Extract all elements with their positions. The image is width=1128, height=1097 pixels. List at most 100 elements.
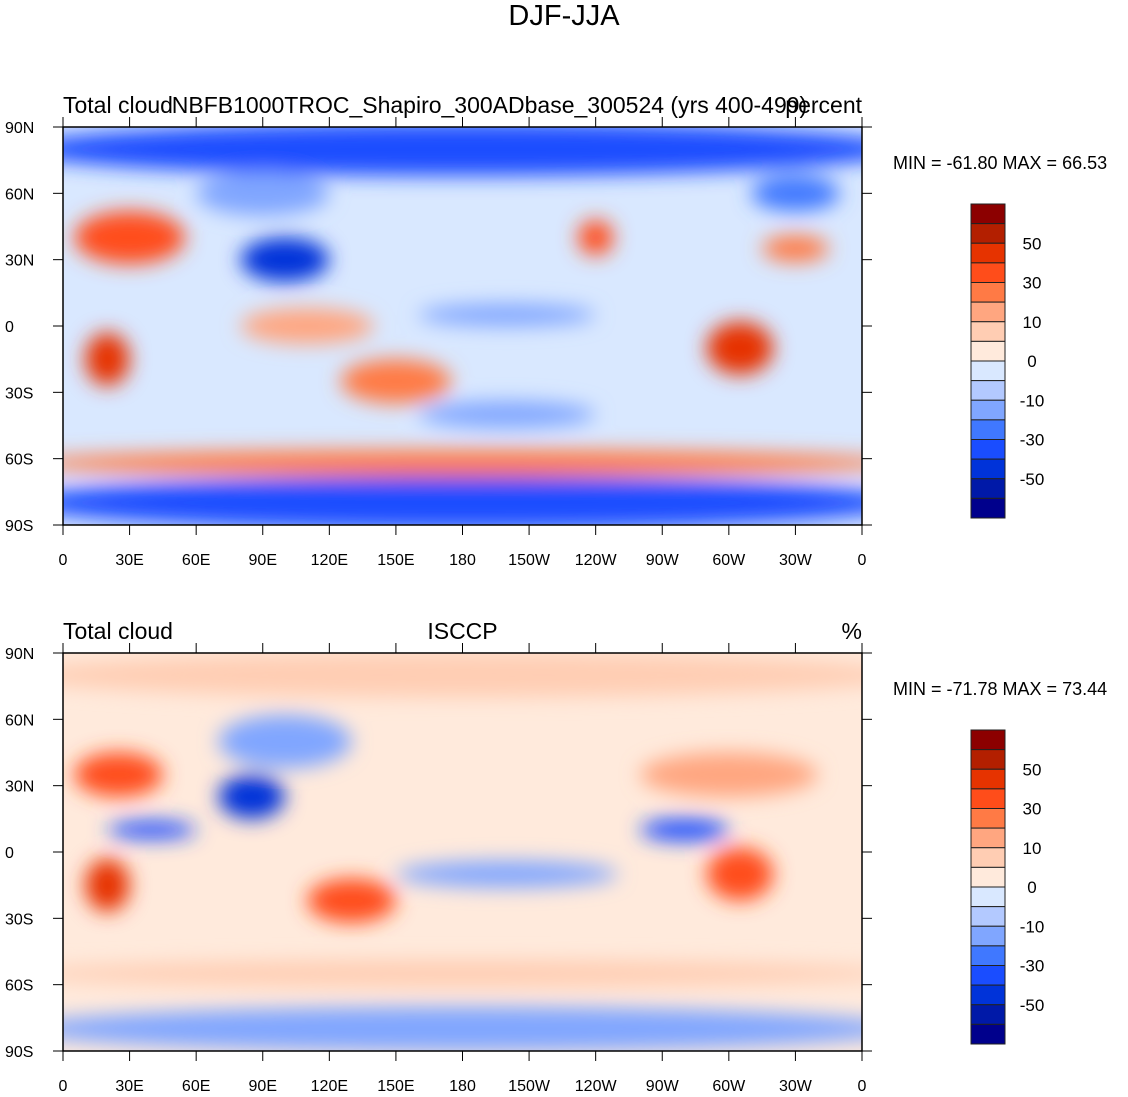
x-tick-label: 30W xyxy=(779,552,813,569)
colorbar-label: -50 xyxy=(1020,470,1045,489)
y-tick-label: 30N xyxy=(5,779,34,796)
contour-region xyxy=(418,401,596,428)
colorbar-label: 30 xyxy=(1023,274,1042,293)
x-tick-label: 180 xyxy=(449,552,476,569)
x-tick-label: 0 xyxy=(858,552,867,569)
x-tick-label: 60W xyxy=(712,552,746,569)
x-tick-label: 60E xyxy=(182,552,210,569)
contour-region xyxy=(706,321,774,375)
contour-region xyxy=(395,860,618,888)
contour-region xyxy=(63,127,862,176)
colorbar-label: 10 xyxy=(1023,313,1042,332)
x-tick-label: 120E xyxy=(311,552,348,569)
x-tick-label: 30W xyxy=(779,1078,813,1095)
contour-region xyxy=(751,175,840,212)
colorbar-box xyxy=(970,749,1006,770)
contour-region xyxy=(762,235,829,262)
center-title: NBFB1000TROC_Shapiro_300ADbase_300524 (y… xyxy=(171,92,808,118)
y-tick-label: 60N xyxy=(5,186,34,203)
colorbar-box xyxy=(970,808,1006,829)
center-title: ISCCP xyxy=(427,618,498,644)
colorbar-label: 50 xyxy=(1023,760,1042,779)
x-tick-label: 0 xyxy=(59,1078,68,1095)
colorbar-box xyxy=(970,768,1006,790)
x-tick-label: 120W xyxy=(575,1078,618,1095)
y-tick-label: 90S xyxy=(5,518,33,535)
colorbar-label: -10 xyxy=(1020,917,1045,936)
contour-region xyxy=(74,211,186,265)
x-tick-label: 90E xyxy=(249,552,277,569)
x-tick-label: 90W xyxy=(646,552,680,569)
y-tick-label: 30S xyxy=(5,385,33,402)
left-title: Total cloud xyxy=(63,618,173,644)
x-tick-label: 0 xyxy=(858,1078,867,1095)
contour-region xyxy=(640,752,818,797)
contour-region xyxy=(418,303,596,327)
figure-title: DJF-JJA xyxy=(508,0,620,32)
colorbar-box xyxy=(970,1004,1006,1025)
y-tick-label: 0 xyxy=(5,845,14,862)
contour-region xyxy=(307,878,396,923)
contour-region xyxy=(63,476,862,525)
contour-region xyxy=(63,653,862,698)
colorbar-box xyxy=(970,965,1006,986)
contour-region xyxy=(63,1006,862,1051)
x-tick-label: 60W xyxy=(712,1078,746,1095)
colorbar-label: 30 xyxy=(1023,800,1042,819)
colorbar-box xyxy=(970,906,1006,927)
right-title: % xyxy=(841,618,862,644)
contour-region xyxy=(218,774,285,819)
contour-region xyxy=(63,960,862,987)
colorbar-box xyxy=(970,847,1006,868)
x-tick-label: 180 xyxy=(449,1078,476,1095)
y-tick-label: 90S xyxy=(5,1044,33,1061)
x-tick-label: 60E xyxy=(182,1078,210,1095)
colorbar-label: -30 xyxy=(1020,431,1045,450)
colorbar-box xyxy=(970,866,1006,888)
y-tick-label: 0 xyxy=(5,319,14,336)
colorbar-label: 0 xyxy=(1027,878,1036,897)
x-tick-label: 30E xyxy=(115,1078,143,1095)
x-tick-label: 150W xyxy=(508,1078,551,1095)
colorbar-label: -50 xyxy=(1020,996,1045,1015)
colorbar-label: 10 xyxy=(1023,839,1042,858)
contour-region xyxy=(240,237,330,282)
contour-region xyxy=(74,752,163,797)
x-tick-label: 150E xyxy=(377,1078,414,1095)
contour-region xyxy=(640,818,729,841)
x-tick-label: 150W xyxy=(508,552,551,569)
x-tick-label: 120E xyxy=(311,1078,348,1095)
contour-region xyxy=(340,359,452,404)
min-max-label: MIN = -61.80 MAX = 66.53 xyxy=(893,153,1108,173)
x-tick-label: 0 xyxy=(59,552,68,569)
colorbar-label: -30 xyxy=(1020,957,1045,976)
colorbar-box xyxy=(970,497,1006,519)
contour-region xyxy=(196,171,330,216)
colorbar-box xyxy=(970,788,1006,809)
contour-region xyxy=(85,858,130,912)
left-title: Total cloud xyxy=(63,92,173,118)
x-tick-label: 150E xyxy=(377,552,414,569)
colorbar-label: 50 xyxy=(1023,234,1042,253)
contour-region xyxy=(85,332,130,386)
x-tick-label: 120W xyxy=(575,552,618,569)
min-max-label: MIN = -71.78 MAX = 73.44 xyxy=(893,679,1108,699)
contour-region xyxy=(577,219,614,256)
colorbar-box xyxy=(970,1023,1006,1045)
contour-region xyxy=(63,449,862,477)
colorbar-box xyxy=(970,827,1006,849)
x-tick-label: 30E xyxy=(115,552,143,569)
y-tick-label: 30N xyxy=(5,253,34,270)
colorbar-label: -10 xyxy=(1020,391,1045,410)
contour-region xyxy=(107,821,197,839)
y-tick-label: 30S xyxy=(5,911,33,928)
contour-region xyxy=(240,308,374,344)
y-tick-label: 90N xyxy=(5,120,34,137)
x-tick-label: 90W xyxy=(646,1078,680,1095)
colorbar-box xyxy=(970,925,1006,947)
y-tick-label: 60N xyxy=(5,712,34,729)
colorbar-box xyxy=(970,945,1006,966)
right-title: percent xyxy=(785,92,862,118)
